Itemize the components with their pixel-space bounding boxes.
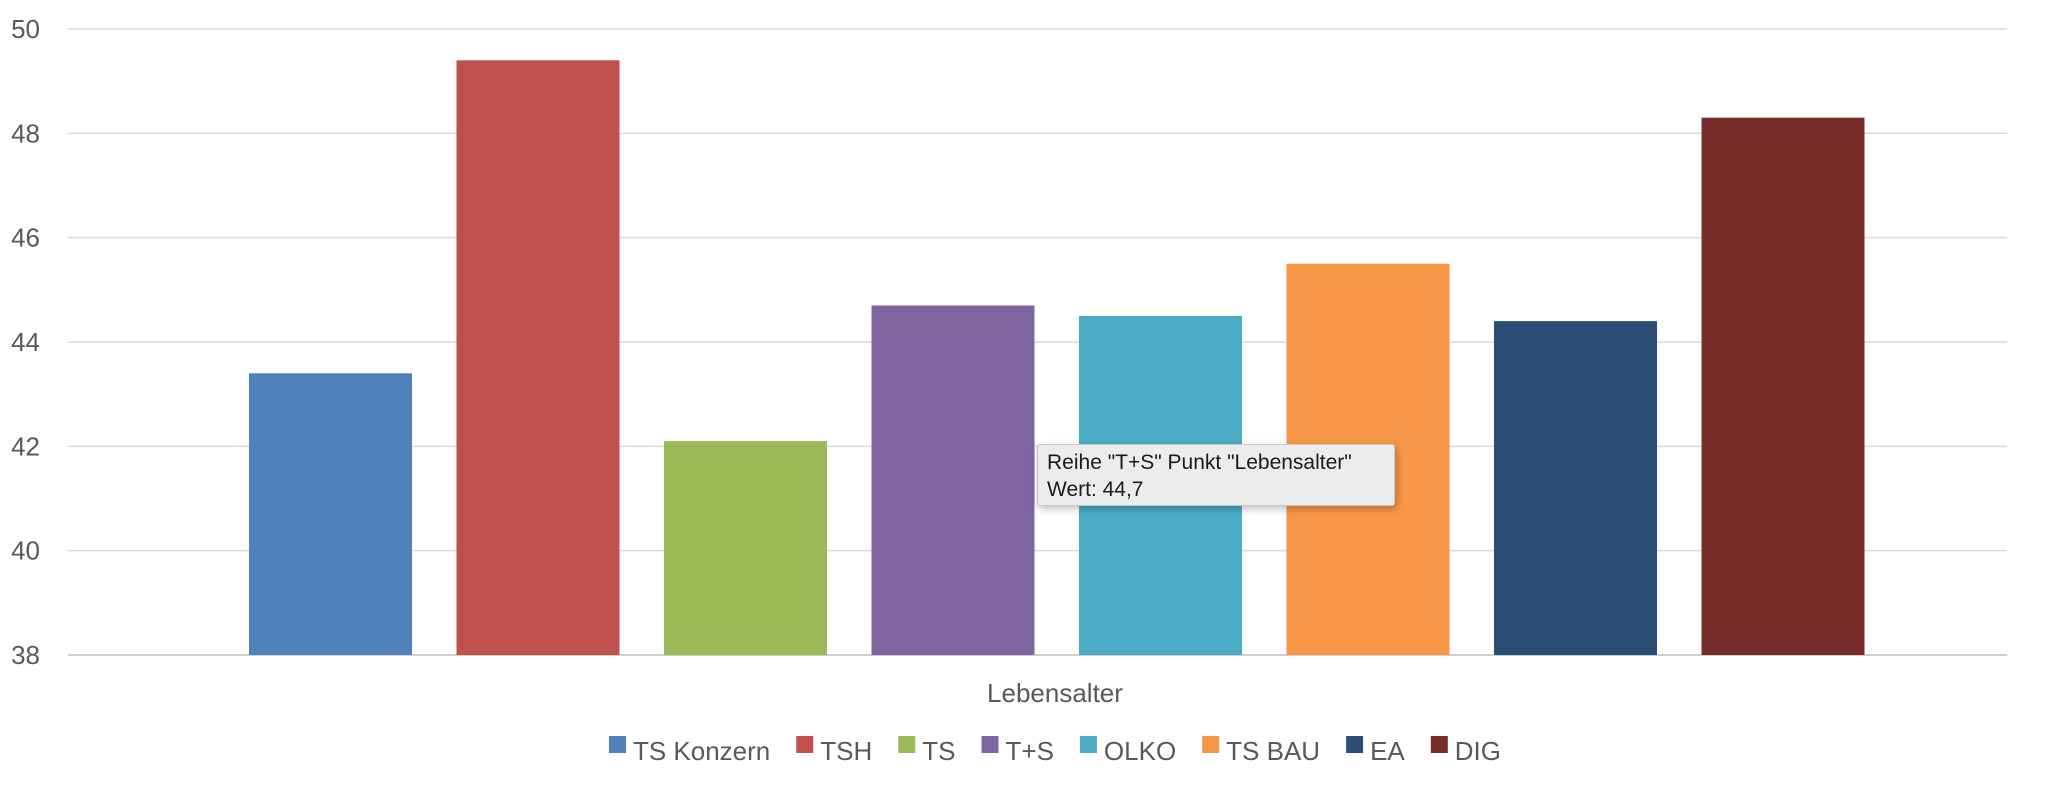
legend-swatch [898, 736, 916, 753]
data-point-tooltip: Reihe "T+S" Punkt "Lebensalter" Wert: 44… [1037, 444, 1395, 506]
legend-item[interactable]: TS Konzern [608, 736, 770, 766]
bar-dig[interactable] [1701, 117, 1865, 655]
y-axis-tick-labels: 38 40 42 44 46 48 50 [11, 14, 40, 670]
y-tick-label: 40 [11, 536, 40, 566]
y-tick-label: 46 [11, 223, 40, 253]
legend-swatch [796, 736, 814, 753]
legend-item[interactable]: EA [1346, 736, 1405, 766]
legend-swatch [1430, 736, 1448, 753]
legend-swatch [981, 736, 999, 753]
bar-ts-konzern[interactable] [249, 373, 412, 655]
legend: TS Konzern TSH TS T+S OLKO TS BAU EA DIG [608, 736, 1501, 766]
legend-label: OLKO [1104, 736, 1176, 766]
legend-label: TS Konzern [633, 736, 770, 766]
x-axis-category-label: Lebensalter [987, 678, 1123, 708]
legend-swatch [1079, 736, 1097, 753]
legend-item[interactable]: TSH [796, 736, 872, 766]
legend-label: EA [1370, 736, 1405, 766]
bar-ts[interactable] [664, 441, 827, 655]
y-tick-label: 48 [11, 118, 40, 148]
legend-label: TS [922, 736, 955, 766]
legend-swatch [608, 736, 626, 753]
legend-swatch [1202, 736, 1220, 753]
legend-item[interactable]: T+S [981, 736, 1054, 766]
legend-label: TS BAU [1226, 736, 1320, 766]
legend-item[interactable]: TS BAU [1202, 736, 1320, 766]
legend-label: T+S [1006, 736, 1054, 766]
y-tick-label: 44 [11, 327, 40, 357]
tooltip-value: Wert: 44,7 [1047, 478, 1144, 501]
tooltip-series-point: Reihe "T+S" Punkt "Lebensalter" [1047, 451, 1352, 474]
legend-item[interactable]: TS [898, 736, 956, 766]
legend-item[interactable]: DIG [1430, 736, 1501, 766]
legend-item[interactable]: OLKO [1079, 736, 1176, 766]
bars [249, 60, 1865, 656]
y-tick-label: 38 [11, 640, 40, 670]
bar-t-s[interactable] [871, 305, 1035, 655]
bar-tsh[interactable] [456, 60, 620, 656]
legend-label: DIG [1455, 736, 1501, 766]
y-tick-label: 50 [11, 14, 40, 44]
legend-swatch [1346, 736, 1364, 753]
legend-label: TSH [820, 736, 872, 766]
y-tick-label: 42 [11, 431, 40, 461]
bar-ea[interactable] [1494, 321, 1657, 655]
